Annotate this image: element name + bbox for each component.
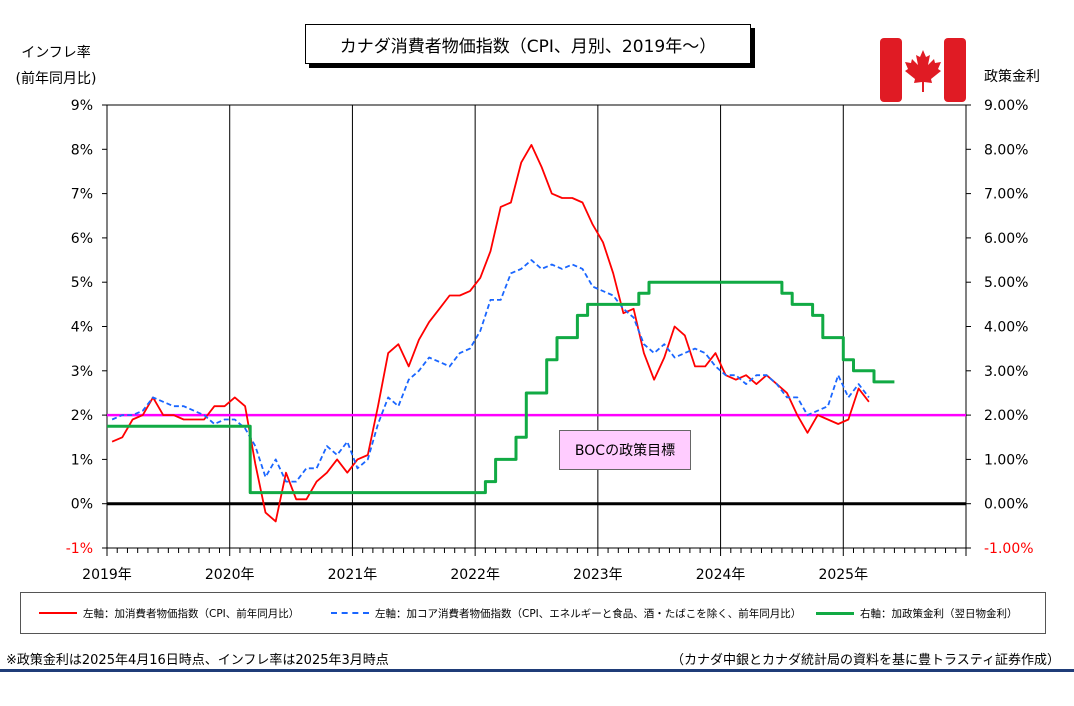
y-right-tick-label: 5.00% (984, 275, 1028, 291)
legend-item-core: 左軸：加コア消費者物価指数（CPI、エネルギーと食品、酒・たばこを除く、前年同月… (331, 593, 801, 633)
x-year-tick-label: 2025年 (818, 567, 868, 583)
x-year-tick-label: 2021年 (328, 567, 378, 583)
bottom-rule (0, 669, 1074, 672)
y-left-tick-label: 8% (71, 142, 93, 158)
right-axis-label: 政策金利 (984, 69, 1040, 85)
legend-label-rate: 右軸：加政策金利（翌日物金利） (860, 607, 1018, 620)
plot-frame (106, 104, 967, 549)
legend-swatch-rate (816, 611, 854, 615)
y-right-tick-label: 3.00% (984, 364, 1028, 380)
legend-swatch-cpi (39, 612, 77, 614)
y-left-tick-label: 2% (71, 408, 93, 424)
left-axis-label: インフレ率 (前年同月比) (8, 40, 104, 92)
cpi-line (111, 144, 870, 523)
y-left-tick-label: 0% (71, 497, 93, 513)
y-right-tick-label: -1.00% (984, 541, 1034, 557)
y-right-tick-label: 4.00% (984, 320, 1028, 336)
y-left-tick-label: 3% (71, 364, 93, 380)
legend: 左軸：加消費者物価指数（CPI、前年同月比） 左軸：加コア消費者物価指数（CPI… (20, 592, 1046, 634)
policy-rate-line (107, 280, 895, 495)
x-year-tick-label: 2024年 (696, 567, 746, 583)
left-axis-label-line1: インフレ率 (21, 45, 91, 61)
legend-swatch-core (331, 612, 369, 614)
y-left-tick-label: -1% (66, 541, 93, 557)
y-right-tick-label: 2.00% (984, 408, 1028, 424)
y-right-tick-label: 7.00% (984, 187, 1028, 203)
x-year-tick-label: 2019年 (82, 567, 132, 583)
x-year-tick-label: 2020年 (205, 567, 255, 583)
legend-item-rate: 右軸：加政策金利（翌日物金利） (816, 593, 1018, 633)
legend-item-cpi: 左軸：加消費者物価指数（CPI、前年同月比） (39, 593, 299, 633)
y-right-tick-label: 8.00% (984, 142, 1028, 158)
y-right-tick-label: 6.00% (984, 231, 1028, 247)
y-left-tick-label: 5% (71, 275, 93, 291)
left-axis-label-line2: (前年同月比) (15, 71, 97, 87)
canada-flag-icon (880, 38, 966, 102)
y-left-tick-label: 7% (71, 187, 93, 203)
x-year-tick-label: 2022年 (450, 567, 500, 583)
core-cpi-line (111, 259, 870, 483)
y-left-tick-label: 4% (71, 320, 93, 336)
footnote-left: ※政策金利は2025年4月16日時点、インフレ率は2025年3月時点 (6, 653, 389, 668)
footnote-source: （カナダ中銀とカナダ統計局の資料を基に豊トラスティ証券作成） (671, 653, 1060, 668)
y-left-tick-label: 6% (71, 231, 93, 247)
y-left-tick-label: 9% (71, 98, 93, 114)
legend-label-cpi: 左軸：加消費者物価指数（CPI、前年同月比） (83, 607, 300, 620)
y-left-tick-label: 1% (71, 452, 93, 468)
y-right-tick-label: 1.00% (984, 452, 1028, 468)
legend-label-core: 左軸：加コア消費者物価指数（CPI、エネルギーと食品、酒・たばこを除く、前年同月… (375, 607, 802, 620)
y-right-tick-label: 0.00% (984, 497, 1028, 513)
y-right-tick-label: 9.00% (984, 98, 1028, 114)
boc-target-annotation: BOCの政策目標 (559, 430, 691, 470)
x-year-tick-label: 2023年 (573, 567, 623, 583)
chart-title: カナダ消費者物価指数（CPI、月別、2019年～） (305, 24, 751, 64)
